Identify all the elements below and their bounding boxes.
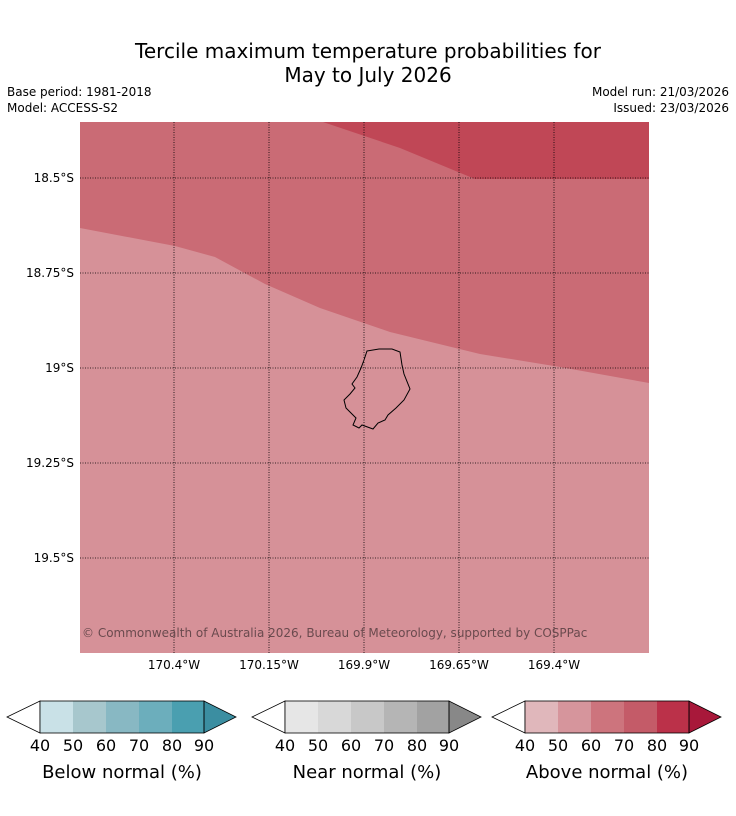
legend-below-min-arrow [6, 700, 41, 734]
zone-above-70-80 [323, 122, 649, 179]
grid-lines [80, 122, 649, 653]
legend-below-tick-5: 80 [161, 736, 183, 755]
y-label-3: 19°S [45, 361, 74, 375]
legend-above-swatch-3 [591, 701, 624, 733]
legend-near-title: Near normal (%) [292, 762, 442, 783]
legend-above-swatch-5 [657, 701, 689, 733]
legend-below-swatch-4 [139, 701, 172, 733]
copyright-text: © Commonwealth of Australia 2026, Bureau… [82, 626, 587, 640]
legend-near-swatch-1 [285, 701, 318, 733]
legend-above-max-arrow [688, 700, 722, 734]
issued-date: Issued: 23/03/2026 [613, 101, 729, 115]
legend-below-swatch-2 [73, 701, 106, 733]
legend-near-swatch-5 [417, 701, 449, 733]
legend-above-tick-3: 60 [580, 736, 602, 755]
legend-near-tick-1: 40 [274, 736, 296, 755]
legend-above-bar [491, 700, 722, 734]
legend-below-tick-6: 90 [193, 736, 215, 755]
legend-above-tick-6: 90 [678, 736, 700, 755]
legend-below-swatch-5 [172, 701, 204, 733]
title-line2: May to July 2026 [284, 63, 452, 87]
model-name: Model: ACCESS-S2 [7, 101, 119, 115]
legend-below-title: Below normal (%) [42, 762, 202, 783]
legend-near-swatch-3 [351, 701, 384, 733]
niue-island-outline [343, 348, 411, 430]
legend-near-bar [251, 700, 482, 734]
legend-below-bar [6, 700, 237, 734]
x-label-5: 169.4°W [527, 658, 581, 672]
legend-below-tick-2: 50 [62, 736, 84, 755]
legend-below-tick-1: 40 [29, 736, 51, 755]
x-label-4: 169.65°W [429, 658, 489, 672]
legend-near-min-arrow [251, 700, 286, 734]
y-label-2: 18.75°S [26, 266, 74, 280]
legend-above-tick-5: 80 [646, 736, 668, 755]
legend-below-max-arrow [203, 700, 237, 734]
legend-below-swatch-1 [40, 701, 73, 733]
legend-near-tick-2: 50 [307, 736, 329, 755]
legend-above-tick-2: 50 [547, 736, 569, 755]
legend-above-swatch-4 [624, 701, 657, 733]
title-line1: Tercile maximum temperature probabilitie… [135, 39, 601, 63]
legend-above-swatch-2 [558, 701, 591, 733]
legend-above-tick-1: 40 [514, 736, 536, 755]
zone-above-60-70 [80, 122, 649, 383]
meta-right: Model run: 21/03/2026 Issued: 23/03/2026 [592, 84, 729, 116]
legend-below-swatch-3 [106, 701, 139, 733]
legend-below-tick-3: 60 [95, 736, 117, 755]
y-label-4: 19.25°S [26, 456, 74, 470]
meta-left: Base period: 1981-2018 Model: ACCESS-S2 [7, 84, 152, 116]
y-label-1: 18.5°S [33, 171, 74, 185]
legend-near-tick-6: 90 [438, 736, 460, 755]
x-label-1: 170.4°W [147, 658, 201, 672]
legend-below-tick-4: 70 [128, 736, 150, 755]
legend-near-tick-4: 70 [373, 736, 395, 755]
legend-near-tick-3: 60 [340, 736, 362, 755]
legend-near-tick-5: 80 [406, 736, 428, 755]
y-label-5: 19.5°S [33, 551, 74, 565]
legend-above-tick-4: 70 [613, 736, 635, 755]
x-label-3: 169.9°W [337, 658, 391, 672]
legend-above-min-arrow [491, 700, 526, 734]
legend-above-swatch-1 [525, 701, 558, 733]
legend-above-title: Above normal (%) [525, 762, 689, 783]
base-period: Base period: 1981-2018 [7, 85, 152, 99]
x-label-2: 170.15°W [239, 658, 299, 672]
probability-map: © Commonwealth of Australia 2026, Bureau… [80, 122, 649, 653]
legend-near-swatch-2 [318, 701, 351, 733]
legend-near-swatch-4 [384, 701, 417, 733]
legend-near-max-arrow [448, 700, 482, 734]
model-run: Model run: 21/03/2026 [591, 85, 729, 99]
